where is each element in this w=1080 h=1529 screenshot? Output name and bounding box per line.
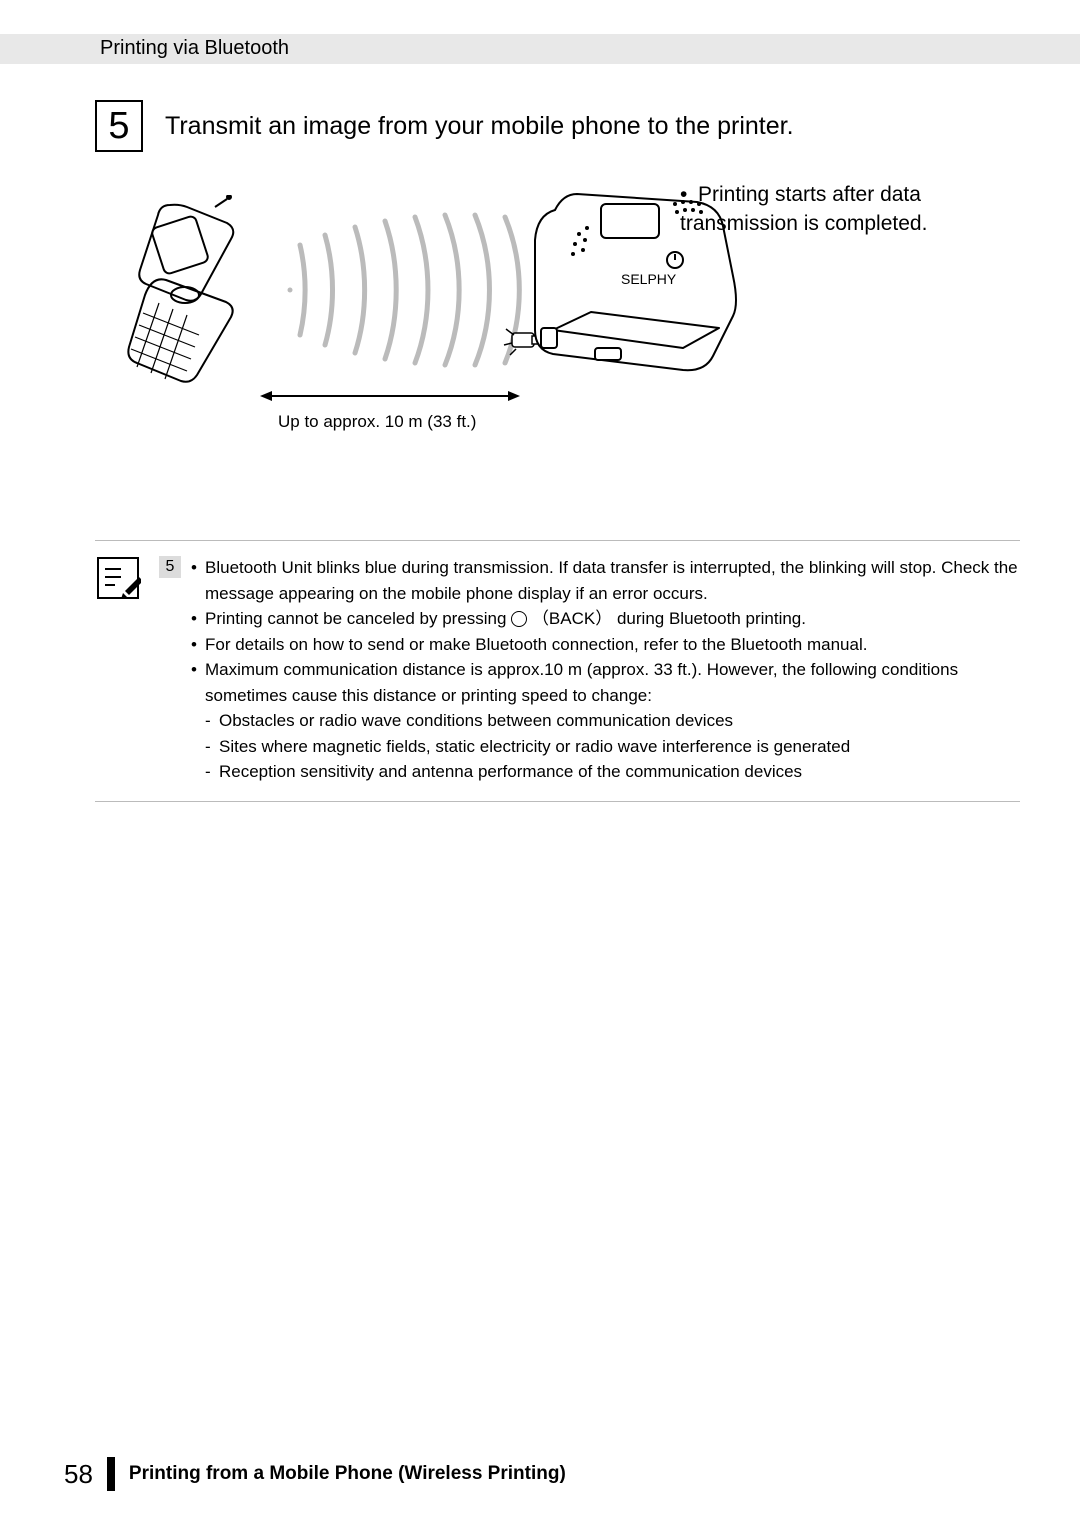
note-item: For details on how to send or make Bluet… xyxy=(191,632,1020,658)
note-list: Bluetooth Unit blinks blue during transm… xyxy=(191,555,1020,785)
printer-brand-label: SELPHY xyxy=(621,271,677,287)
section-title: Printing via Bluetooth xyxy=(100,37,289,60)
step-number-box: 5 xyxy=(95,100,143,152)
note-item: Bluetooth Unit blinks blue during transm… xyxy=(191,555,1020,606)
radio-waves-illustration xyxy=(280,205,540,375)
note-subitem: Sites where magnetic fields, static elec… xyxy=(191,734,1020,760)
range-arrow xyxy=(260,390,520,402)
note-block: 5 Bluetooth Unit blinks blue during tran… xyxy=(95,540,1020,802)
side-note: •Printing starts after data transmission… xyxy=(680,180,1000,239)
step-row: 5 Transmit an image from your mobile pho… xyxy=(95,100,1020,152)
back-label: （BACK） xyxy=(532,609,612,628)
page-footer: 58 Printing from a Mobile Phone (Wireles… xyxy=(64,1457,566,1491)
footer-bar xyxy=(107,1457,115,1491)
note-item: Printing cannot be canceled by pressing … xyxy=(191,606,1020,632)
page-number: 58 xyxy=(64,1459,93,1490)
back-button-icon xyxy=(511,611,527,627)
note-step-ref: 5 xyxy=(159,556,181,578)
note-subitem: Reception sensitivity and antenna perfor… xyxy=(191,759,1020,785)
page-root: Printing via Bluetooth 5 Transmit an ima… xyxy=(0,0,1080,1529)
step-number: 5 xyxy=(108,105,129,148)
bullet-dot: • xyxy=(680,180,698,209)
note-item: Maximum communication distance is approx… xyxy=(191,657,1020,708)
note-icon xyxy=(95,555,141,601)
note-subitem: Obstacles or radio wave conditions betwe… xyxy=(191,708,1020,734)
side-note-text: Printing starts after data transmission … xyxy=(680,183,927,235)
chapter-title: Printing from a Mobile Phone (Wireless P… xyxy=(129,1463,566,1485)
mobile-phone-illustration xyxy=(115,195,255,385)
note-item-tail: during Bluetooth printing. xyxy=(617,609,806,628)
range-caption: Up to approx. 10 m (33 ft.) xyxy=(278,412,476,432)
step-title: Transmit an image from your mobile phone… xyxy=(165,112,794,141)
